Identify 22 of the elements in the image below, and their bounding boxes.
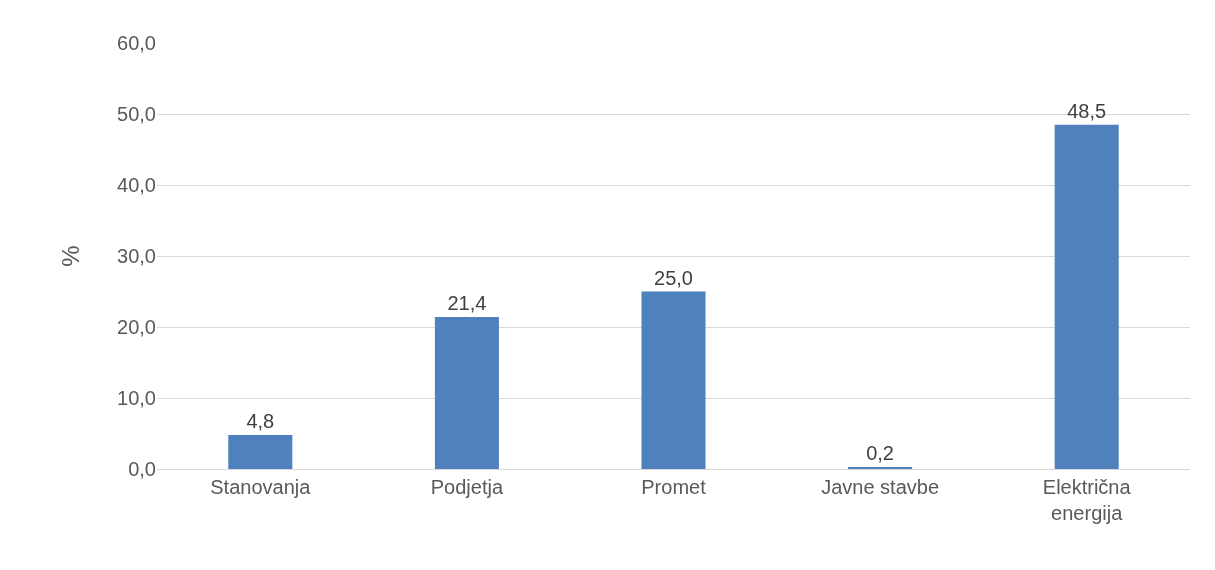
- y-tick-label: 10,0: [117, 387, 156, 409]
- bar: [434, 317, 499, 469]
- y-axis-title: %: [57, 245, 85, 267]
- bar: [228, 434, 293, 469]
- data-label: 25,0: [654, 266, 693, 289]
- bar: [641, 291, 706, 469]
- y-tick-label: 60,0: [117, 32, 156, 54]
- y-tick-label: 20,0: [117, 316, 156, 338]
- data-label: 4,8: [246, 409, 275, 432]
- x-tick-label: Stanovanja: [210, 476, 312, 498]
- y-tick-label: 40,0: [117, 174, 156, 196]
- y-tick-label: 30,0: [117, 245, 156, 267]
- data-label: 48,5: [1067, 99, 1107, 122]
- x-tick-label: Promet: [641, 476, 707, 498]
- x-tick-label: Podjetja: [430, 476, 504, 498]
- bar: [1054, 124, 1119, 469]
- x-tick-label: Javne stavbe: [821, 476, 940, 498]
- y-tick-label: 0,0: [128, 458, 156, 480]
- y-tick-label: 50,0: [117, 103, 156, 125]
- data-label: 21,4: [447, 292, 487, 315]
- x-tick-label: Električna energija: [1042, 476, 1132, 524]
- data-label: 0,2: [866, 442, 895, 464]
